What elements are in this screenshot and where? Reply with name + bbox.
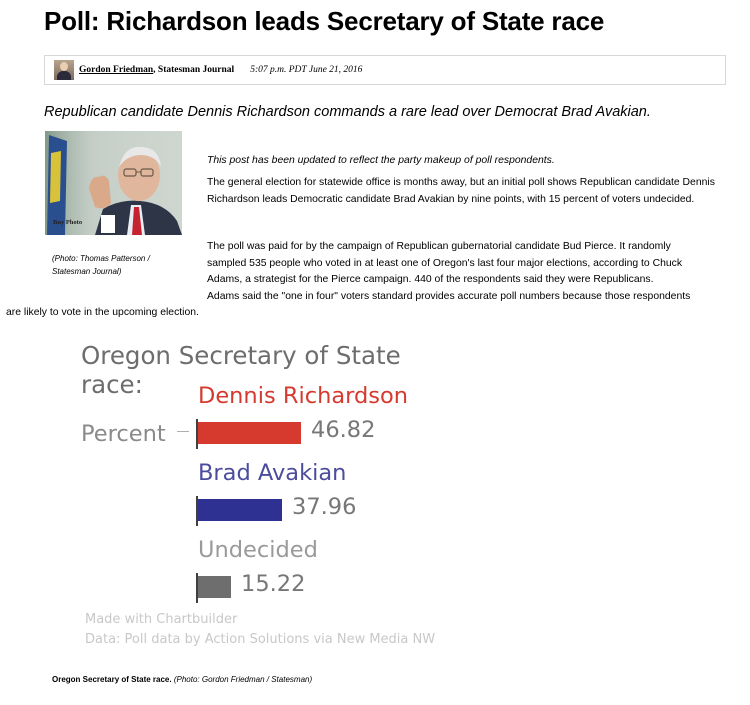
byline-organization: Statesman Journal (157, 65, 235, 75)
category-axis-label: Percent (81, 421, 166, 447)
bar-2 (198, 499, 282, 521)
bar-baseline-3 (196, 573, 198, 603)
byline-timestamp: 5:07 p.m. PDT June 21, 2016 (250, 65, 363, 75)
author-link[interactable]: Gordon Friedman (79, 65, 154, 75)
chart-caption-title: Oregon Secretary of State race. (52, 675, 172, 684)
buy-photo-label[interactable]: Buy Photo (53, 219, 83, 226)
paragraph-2-line-4: Adams said the "one in four" voters stan… (207, 290, 691, 302)
bar-baseline-2 (196, 496, 198, 526)
paragraph-2-line-1: The poll was paid for by the campaign of… (207, 241, 671, 252)
headline: Poll: Richardson leads Secretary of Stat… (44, 6, 605, 36)
bar-value-label-1: 46.82 (311, 417, 376, 443)
series-name-1: Dennis Richardson (198, 383, 409, 409)
article-paragraph-2: The poll was paid for by the campaign of… (0, 239, 740, 322)
article-paragraph-1: The general election for statewide offic… (207, 177, 715, 205)
bar-value-label-2: 37.96 (292, 494, 357, 520)
paragraph-2-line-5: are likely to vote in the upcoming elect… (6, 307, 199, 319)
bar-value-label-3: 15.22 (241, 571, 306, 597)
bar-1 (198, 422, 301, 444)
axis-tick-mark (177, 431, 189, 432)
photo-credit: (Photo: Thomas Patterson / Statesman Jou… (52, 252, 192, 278)
photo-credit-line-2: Statesman Journal) (52, 267, 122, 276)
chart-title: Oregon Secretary of State race: (81, 341, 401, 399)
paragraph-2-line-2: sampled 535 people who voted in at least… (207, 257, 683, 269)
bar-baseline-1 (196, 419, 198, 449)
photo-credit-line-1: (Photo: Thomas Patterson / (52, 254, 150, 263)
series-name-2: Brad Avakian (198, 460, 347, 486)
update-note: This post has been updated to reflect th… (207, 155, 555, 167)
bar-3 (198, 576, 231, 598)
author-avatar[interactable] (54, 60, 74, 80)
chart-caption-credit: (Photo: Gordon Friedman / Statesman) (173, 675, 313, 684)
byline-text: Gordon Friedman, Statesman Journal (79, 65, 234, 75)
byline: Gordon Friedman, Statesman Journal 5:07 … (44, 55, 726, 85)
article-summary: Republican candidate Dennis Richardson c… (44, 104, 651, 120)
poll-bar-chart: Oregon Secretary of State race: Percent … (0, 335, 460, 655)
chart-caption: Oregon Secretary of State race. (Photo: … (52, 675, 312, 684)
article-photo[interactable]: Buy Photo (45, 131, 182, 235)
chart-credit-tool: Made with Chartbuilder (85, 612, 238, 627)
series-name-3: Undecided (198, 537, 318, 563)
paragraph-2-line-3: Adams, a strategist for the Pierce campa… (207, 274, 654, 286)
byline-separator: , (153, 65, 156, 75)
chart-credit-source: Data: Poll data by Action Solutions via … (85, 632, 436, 647)
photo-illustration (45, 131, 182, 235)
